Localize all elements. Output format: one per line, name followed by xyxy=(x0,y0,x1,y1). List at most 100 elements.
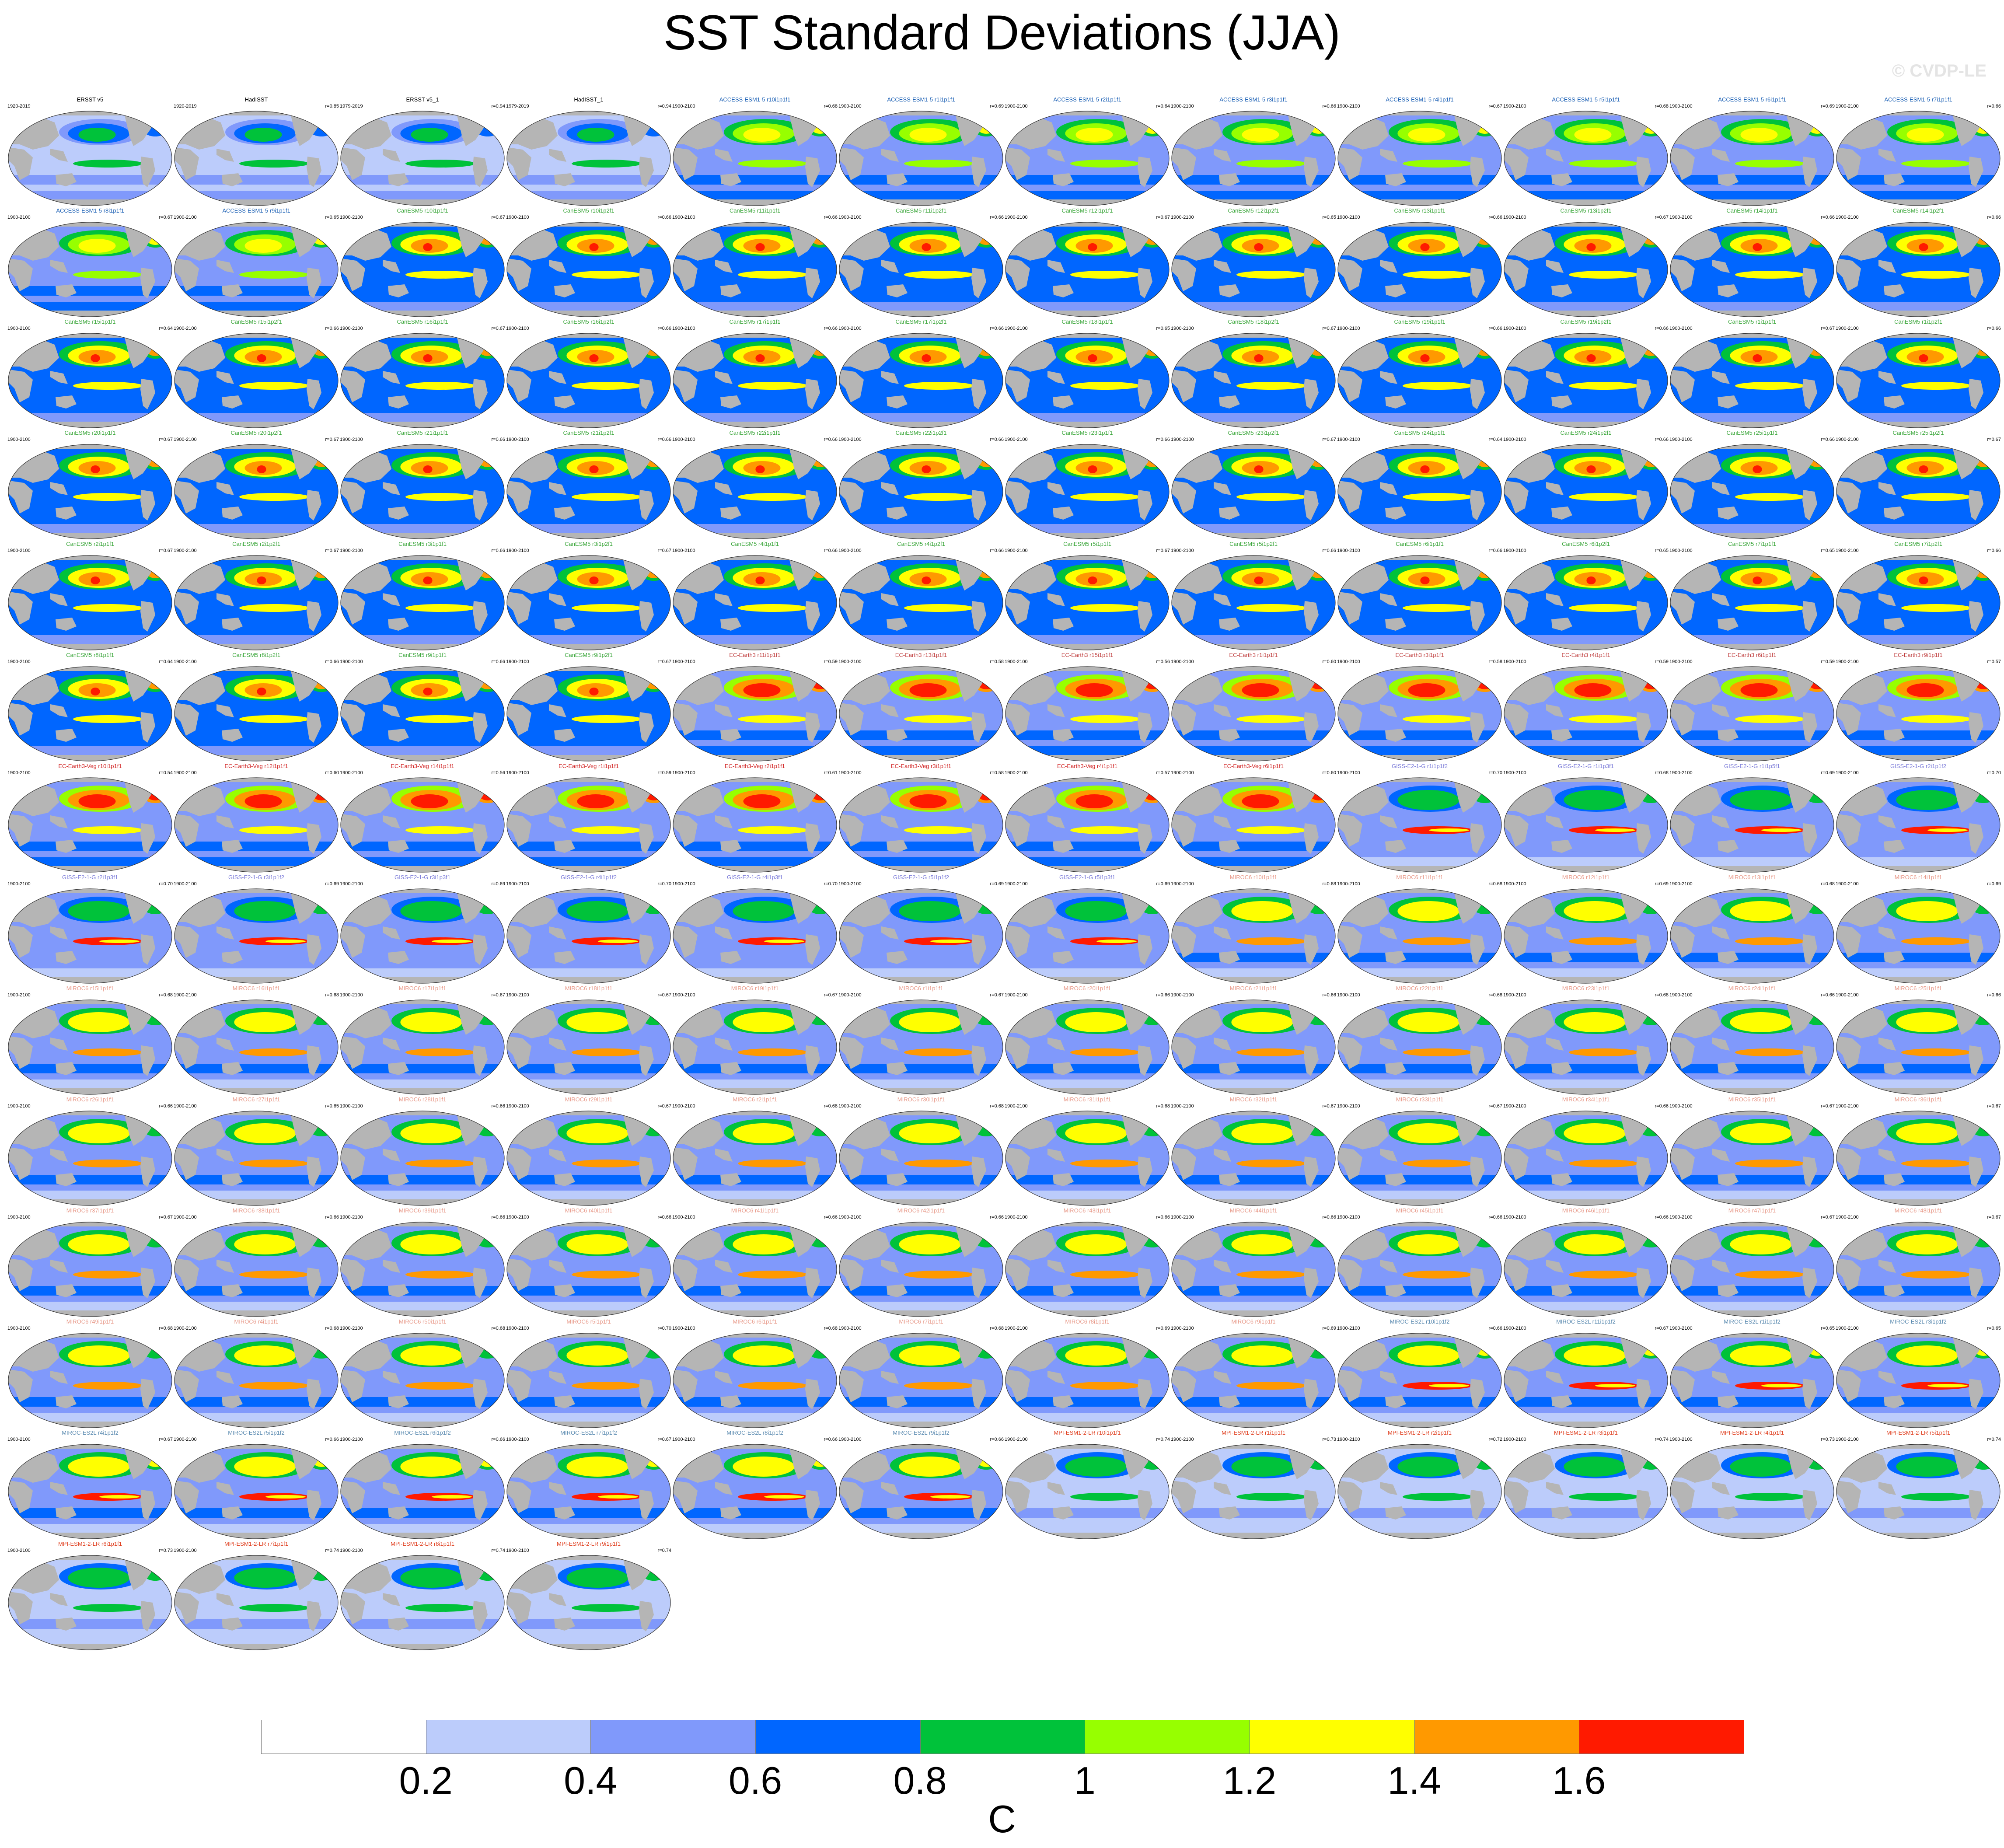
map-panel: ACCESS-ESM1-5 r9i1p1f1 1900-2100 r=0.65 xyxy=(173,207,340,319)
panel-correlation: r=0.66 xyxy=(1322,1215,1337,1220)
panel-correlation: r=0.60 xyxy=(325,770,339,776)
panel-period: 1900-2100 xyxy=(1171,1215,1194,1220)
panel-correlation: r=0.68 xyxy=(491,1326,506,1331)
map-panel: CanESM5 r3i1p2f1 1900-2100 r=0.67 xyxy=(505,541,672,653)
panel-title: CanESM5 r19i1p1f1 xyxy=(1394,318,1445,325)
map-panel: MIROC6 r4i1p1f1 1900-2100 r=0.68 xyxy=(173,1318,340,1430)
panel-correlation: r=0.67 xyxy=(1156,548,1170,553)
panel-period: 1900-2100 xyxy=(1503,659,1526,664)
map-panel: MIROC6 r5i1p1f1 1900-2100 r=0.70 xyxy=(505,1318,672,1430)
sst-map xyxy=(673,222,837,317)
panel-title: MIROC6 r45i1p1f1 xyxy=(1396,1207,1444,1214)
panel-period: 1900-2100 xyxy=(672,992,695,998)
panel-title: CanESM5 r23i1p1f1 xyxy=(1061,430,1113,436)
panel-correlation: r=0.70 xyxy=(1488,770,1503,776)
panel-correlation: r=0.66 xyxy=(1655,1215,1669,1220)
panel-period: 1900-2100 xyxy=(340,1437,363,1442)
panel-title: CanESM5 r10i1p2f1 xyxy=(563,207,614,214)
panel-title: ACCESS-ESM1-5 r5i1p1f1 xyxy=(1552,96,1620,103)
panel-correlation: r=0.66 xyxy=(657,437,672,442)
map-panel: EC-Earth3-Veg r4i1p1f1 1900-2100 r=0.57 xyxy=(1004,763,1171,875)
panel-period: 1900-2100 xyxy=(174,1548,197,1553)
panel-period: 1900-2100 xyxy=(340,992,363,998)
panel-period: 1900-2100 xyxy=(1669,437,1693,442)
sst-map xyxy=(1504,555,1668,650)
panel-correlation: r=0.66 xyxy=(1488,548,1503,553)
panel-correlation: r=0.67 xyxy=(1655,1326,1669,1331)
panel-title: EC-Earth3-Veg r2i1p1f1 xyxy=(724,763,786,769)
sst-map xyxy=(174,1111,339,1206)
panel-title: CanESM5 r12i1p2f1 xyxy=(1228,207,1279,214)
panel-correlation: r=0.64 xyxy=(1156,104,1170,109)
map-panel: CanESM5 r25i1p1f1 1900-2100 r=0.66 xyxy=(1669,430,1836,541)
map-panel: MIROC-ES2L r10i1p1f2 1900-2100 r=0.66 xyxy=(1336,1318,1503,1430)
sst-map xyxy=(673,999,837,1095)
panel-correlation: r=0.65 xyxy=(1821,548,1835,553)
panel-title: MPI-ESM1-2-LR r10i1p1f1 xyxy=(1054,1429,1121,1436)
panel-period: 1900-2100 xyxy=(1337,548,1360,553)
panel-title: MIROC6 r29i1p1f1 xyxy=(565,1096,613,1103)
panel-period: 1900-2100 xyxy=(1005,548,1028,553)
colorbar-swatch xyxy=(1414,1720,1580,1754)
map-panel: CanESM5 r12i1p1f1 1900-2100 r=0.67 xyxy=(1004,207,1171,319)
panel-title: MPI-ESM1-2-LR r6i1p1f1 xyxy=(58,1541,122,1547)
sst-map xyxy=(1005,333,1170,428)
panel-title: GISS-E2-1-G r4i1p3f1 xyxy=(727,874,783,880)
map-panel: ACCESS-ESM1-5 r2i1p1f1 1900-2100 r=0.64 xyxy=(1004,96,1171,208)
panel-period: 1900-2100 xyxy=(1836,215,1859,220)
panel-correlation: r=0.56 xyxy=(1156,659,1170,664)
panel-title: MIROC6 r12i1p1f1 xyxy=(1562,874,1610,880)
panel-title: MIROC-ES2L r9i1p1f2 xyxy=(893,1429,950,1436)
panel-correlation: r=0.66 xyxy=(1821,215,1835,220)
panel-period: 1900-2100 xyxy=(1005,881,1028,887)
panel-title: MIROC6 r33i1p1f1 xyxy=(1396,1096,1444,1103)
panel-period: 1900-2100 xyxy=(340,659,363,664)
sst-map xyxy=(839,333,1003,428)
map-panel: CanESM5 r15i1p1f1 1900-2100 r=0.64 xyxy=(7,318,174,430)
map-panel: MIROC6 r1i1p1f1 1900-2100 r=0.67 xyxy=(838,985,1005,1097)
page-title: SST Standard Deviations (JJA) xyxy=(663,5,1341,60)
panel-period: 1900-2100 xyxy=(1503,548,1526,553)
sst-map xyxy=(506,666,671,762)
panel-title: MIROC6 r44i1p1f1 xyxy=(1229,1207,1278,1214)
panel-period: 1900-2100 xyxy=(506,1215,529,1220)
panel-period: 1900-2100 xyxy=(7,326,31,331)
sst-map xyxy=(506,1444,671,1539)
panel-correlation: r=0.73 xyxy=(1821,1437,1835,1442)
panel-title: MIROC-ES2L r5i1p1f2 xyxy=(228,1429,285,1436)
map-panel: MIROC6 r47i1p1f1 1900-2100 r=0.67 xyxy=(1669,1207,1836,1319)
panel-correlation: r=0.66 xyxy=(1655,1104,1669,1109)
panel-correlation: r=0.67 xyxy=(1821,1215,1835,1220)
panel-period: 1920-2019 xyxy=(7,104,31,109)
map-panel: MIROC-ES2L r3i1p1f2 1900-2100 r=0.65 xyxy=(1835,1318,2002,1430)
sst-map xyxy=(1337,333,1502,428)
panel-correlation: r=0.67 xyxy=(1821,326,1835,331)
panel-correlation: r=0.66 xyxy=(1488,1215,1503,1220)
panel-correlation: r=0.67 xyxy=(1156,215,1170,220)
sst-map xyxy=(1171,333,1336,428)
sst-map xyxy=(1171,555,1336,650)
panel-period: 1900-2100 xyxy=(7,1104,31,1109)
map-panel: MIROC6 r33i1p1f1 1900-2100 r=0.67 xyxy=(1336,1096,1503,1208)
sst-map xyxy=(506,111,671,206)
map-panel: CanESM5 r3i1p1f1 1900-2100 r=0.66 xyxy=(339,541,506,653)
map-panel: CanESM5 r13i1p1f1 1900-2100 r=0.66 xyxy=(1336,207,1503,319)
panel-correlation: r=0.66 xyxy=(491,437,506,442)
map-panel: MIROC-ES2L r9i1p1f2 1900-2100 r=0.66 xyxy=(838,1429,1005,1541)
panel-period: 1900-2100 xyxy=(1005,1326,1028,1331)
panel-correlation: r=0.57 xyxy=(1156,770,1170,776)
panel-period: 1900-2100 xyxy=(1005,215,1028,220)
panel-correlation: r=0.66 xyxy=(325,659,339,664)
panel-period: 1900-2100 xyxy=(1171,659,1194,664)
panel-period: 1900-2100 xyxy=(1669,548,1693,553)
map-panel: CanESM5 r5i1p2f1 1900-2100 r=0.66 xyxy=(1170,541,1337,653)
panel-correlation: r=0.66 xyxy=(824,1215,838,1220)
panel-title: CanESM5 r3i1p2f1 xyxy=(565,541,613,547)
panel-period: 1900-2100 xyxy=(506,548,529,553)
panel-correlation: r=0.66 xyxy=(325,1215,339,1220)
sst-map xyxy=(839,444,1003,539)
panel-correlation: r=0.67 xyxy=(1987,437,2001,442)
panel-title: ACCESS-ESM1-5 r6i1p1f1 xyxy=(1718,96,1786,103)
panel-correlation: r=0.66 xyxy=(1821,437,1835,442)
map-panel: MIROC6 r23i1p1f1 1900-2100 r=0.68 xyxy=(1502,985,1669,1097)
